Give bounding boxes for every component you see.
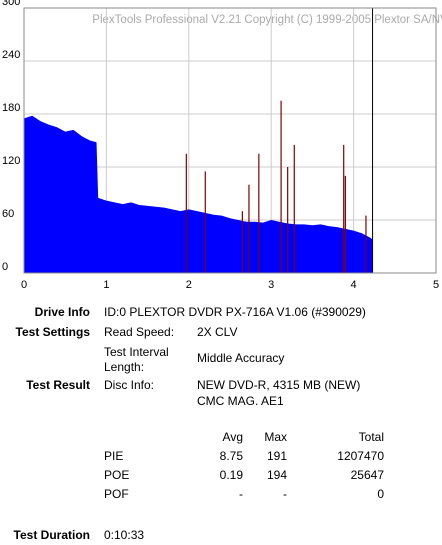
text: - (239, 487, 243, 501)
text: Avg (222, 430, 243, 444)
y-tick-label: 300 (2, 0, 20, 8)
text: 194 (266, 468, 287, 482)
chart-title: PlexTools Professional V2.21 Copyright (… (92, 14, 442, 26)
text: Test Duration (13, 528, 90, 542)
text: 191 (266, 449, 287, 463)
text: 8.75 (219, 449, 243, 463)
text: 1207470 (337, 449, 384, 463)
text: POF (104, 487, 129, 501)
x-tick-label: 5 (433, 279, 439, 291)
y-tick-label: 0 (2, 261, 8, 273)
text: POE (104, 468, 130, 482)
area (24, 115, 373, 274)
text: PIE (104, 449, 124, 463)
x-tick-label: 2 (186, 279, 192, 291)
text: ID:0 PLEXTOR DVDR PX-716A V1.06 (#390029… (104, 305, 366, 319)
text: CMC MAG. AE1 (197, 394, 284, 408)
text: Disc Info: (104, 378, 155, 392)
text: Middle Accuracy (197, 351, 285, 365)
x-tick-label: 4 (351, 279, 357, 291)
text: Max (264, 430, 287, 444)
x-tick-label: 0 (21, 279, 27, 291)
x-tick-label: 3 (268, 279, 274, 291)
plot-border (23, 7, 437, 274)
text: Test Settings (15, 325, 90, 339)
text: Test Result (26, 378, 90, 392)
x-tick-label: 1 (103, 279, 109, 291)
text: Read Speed: (104, 325, 175, 339)
text: 0 (377, 487, 384, 501)
text: 0:10:33 (104, 528, 145, 542)
chart: PlexTools Professional V2.21 Copyright (… (2, 0, 442, 291)
text: - (283, 487, 287, 501)
text: Drive Info (34, 305, 90, 319)
text: Test Interval Length: (104, 345, 169, 374)
text: NEW DVD-R, 4315 MB (NEW) (197, 378, 361, 392)
text: 2X CLV (197, 325, 238, 339)
text: 25647 (350, 468, 384, 482)
text: Total (358, 430, 384, 444)
text: 0.19 (219, 468, 243, 482)
y-tick-label: 60 (2, 208, 14, 220)
y-tick-label: 180 (2, 102, 20, 114)
y-tick-label: 240 (2, 49, 20, 61)
y-tick-label: 120 (2, 155, 20, 167)
